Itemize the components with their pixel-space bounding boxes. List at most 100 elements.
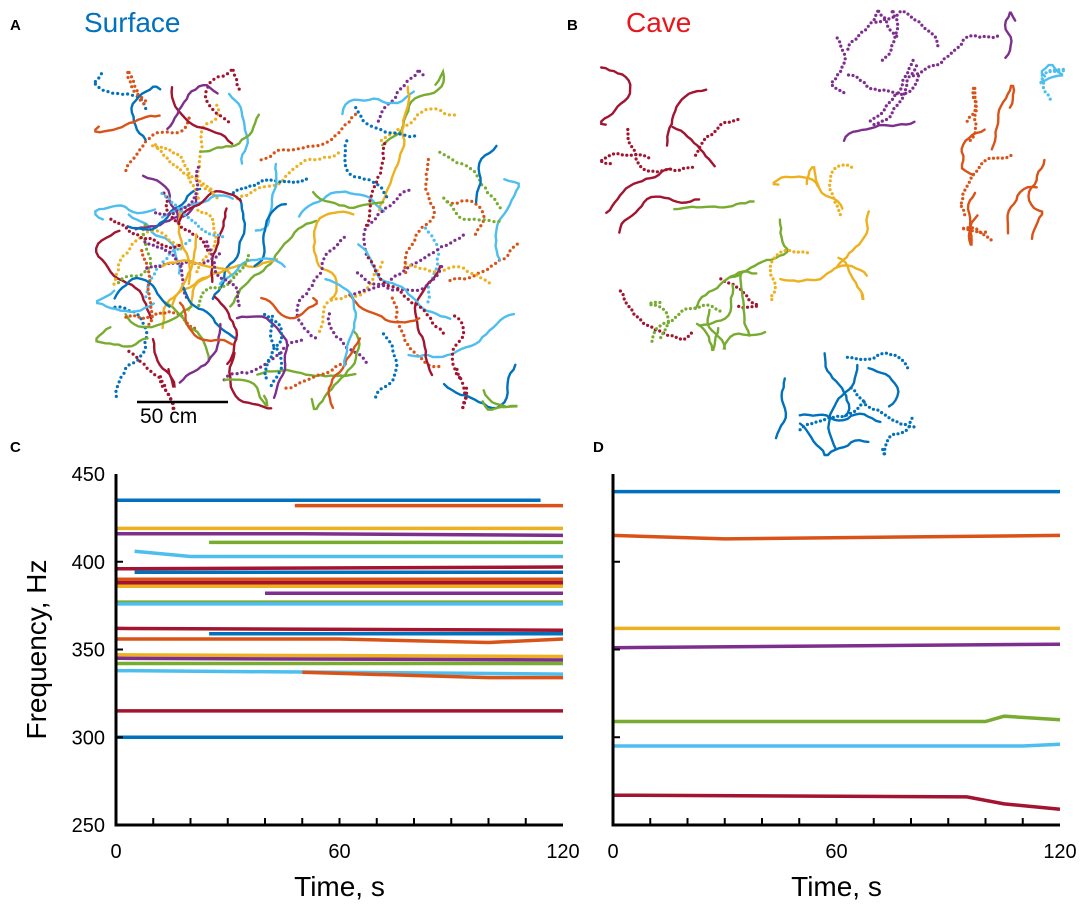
trajectory-point xyxy=(747,298,751,302)
trajectory-point xyxy=(858,78,862,82)
trajectory-point xyxy=(367,288,371,292)
trajectory-point xyxy=(267,184,271,188)
trajectory-point xyxy=(426,300,430,304)
trajectory-point xyxy=(299,338,303,342)
trajectory-point xyxy=(313,336,318,340)
trajectory-point xyxy=(205,184,209,188)
trajectory-point xyxy=(422,309,426,313)
trajectory-point xyxy=(768,264,773,268)
trajectory-point xyxy=(874,13,878,17)
trajectory-point xyxy=(195,187,199,191)
trajectory-point xyxy=(420,357,424,361)
trajectory-point xyxy=(400,329,404,333)
trajectory-point xyxy=(961,38,965,42)
trajectory-point xyxy=(379,171,383,175)
trajectory-point xyxy=(366,256,370,260)
trajectory-point xyxy=(354,294,358,298)
trajectory-point xyxy=(276,148,280,152)
trajectory-point xyxy=(116,281,121,285)
trajectory-point xyxy=(143,140,148,144)
trajectory-point xyxy=(380,209,384,214)
trajectory-point xyxy=(831,196,836,200)
trajectory-point xyxy=(814,420,818,424)
trajectory-point xyxy=(193,221,197,225)
trajectory-point xyxy=(913,68,917,72)
trajectory-point xyxy=(160,243,164,247)
trajectory-point xyxy=(322,310,326,314)
trajectory-point xyxy=(131,352,135,356)
trajectory-point xyxy=(146,287,150,292)
trajectory-point xyxy=(666,321,670,325)
trajectory-point xyxy=(643,154,647,158)
trajectory-point xyxy=(301,146,305,150)
trajectory-point xyxy=(127,70,131,75)
trajectory-point xyxy=(448,278,452,283)
trajectory-point xyxy=(410,301,414,305)
trajectory-point xyxy=(140,96,144,100)
trajectory-point xyxy=(215,103,219,107)
trajectory-point xyxy=(732,119,736,123)
trajectory-point xyxy=(380,110,384,114)
trajectory-point xyxy=(779,250,783,254)
trajectory-point xyxy=(823,418,827,422)
trajectory-point xyxy=(374,180,379,184)
trajectory-point xyxy=(376,213,380,217)
trajectory-point xyxy=(894,31,898,35)
trajectory-point xyxy=(866,24,870,28)
trajectory-point xyxy=(502,257,506,261)
trajectory-point xyxy=(369,260,374,264)
trajectory-point xyxy=(493,197,497,201)
trajectory-point xyxy=(482,218,486,222)
trajectory-path xyxy=(256,368,357,378)
trajectory-point xyxy=(116,263,121,267)
trajectory-point xyxy=(275,375,279,379)
trajectory-point xyxy=(259,158,263,162)
trajectory-point xyxy=(204,230,208,234)
trajectory-point xyxy=(603,156,608,160)
trajectory-path xyxy=(253,203,288,268)
trajectory-point xyxy=(362,177,366,181)
trajectory-point xyxy=(224,278,228,282)
trajectory-point xyxy=(392,373,397,377)
trajectory-point xyxy=(394,305,399,309)
trajectory-point xyxy=(658,305,662,309)
trajectory-point xyxy=(342,235,346,239)
trajectory-point xyxy=(213,240,217,244)
trajectory-path xyxy=(260,296,318,320)
trajectory-point xyxy=(190,218,194,222)
trajectory-path xyxy=(127,213,182,275)
trajectory-point xyxy=(877,88,882,93)
trajectory-point xyxy=(394,368,398,372)
trajectory-point xyxy=(425,177,429,181)
trajectory-point xyxy=(906,12,910,16)
trajectory-point xyxy=(269,329,273,333)
trajectory-point xyxy=(254,367,258,371)
trajectory-point xyxy=(137,315,141,319)
trajectory-point xyxy=(378,114,382,119)
trajectory-point xyxy=(892,432,896,436)
trajectory-point xyxy=(788,248,792,253)
trajectory-point xyxy=(278,180,282,184)
trajectory-point xyxy=(989,238,993,242)
trajectory-point xyxy=(139,273,143,277)
trajectory-path xyxy=(774,377,788,440)
trajectory-point xyxy=(1053,69,1057,73)
trajectory-point xyxy=(132,89,136,93)
trajectory-point xyxy=(392,200,396,204)
trajectory-point xyxy=(197,265,201,270)
trajectory-point xyxy=(701,303,706,307)
trajectory-point xyxy=(149,305,153,309)
trajectory-point xyxy=(383,106,387,110)
trajectory-point xyxy=(450,352,455,356)
trajectory-point xyxy=(165,256,169,261)
trajectory-point xyxy=(171,163,175,167)
trajectory-point xyxy=(120,277,124,281)
trajectory-point xyxy=(382,156,386,160)
trajectory-point xyxy=(864,403,868,407)
trajectory-point xyxy=(149,265,153,269)
trajectory-point xyxy=(383,130,387,134)
trajectory-point xyxy=(642,167,646,172)
trajectory-point xyxy=(140,249,144,253)
trajectory-point xyxy=(455,201,459,205)
trajectory-point xyxy=(974,122,978,126)
